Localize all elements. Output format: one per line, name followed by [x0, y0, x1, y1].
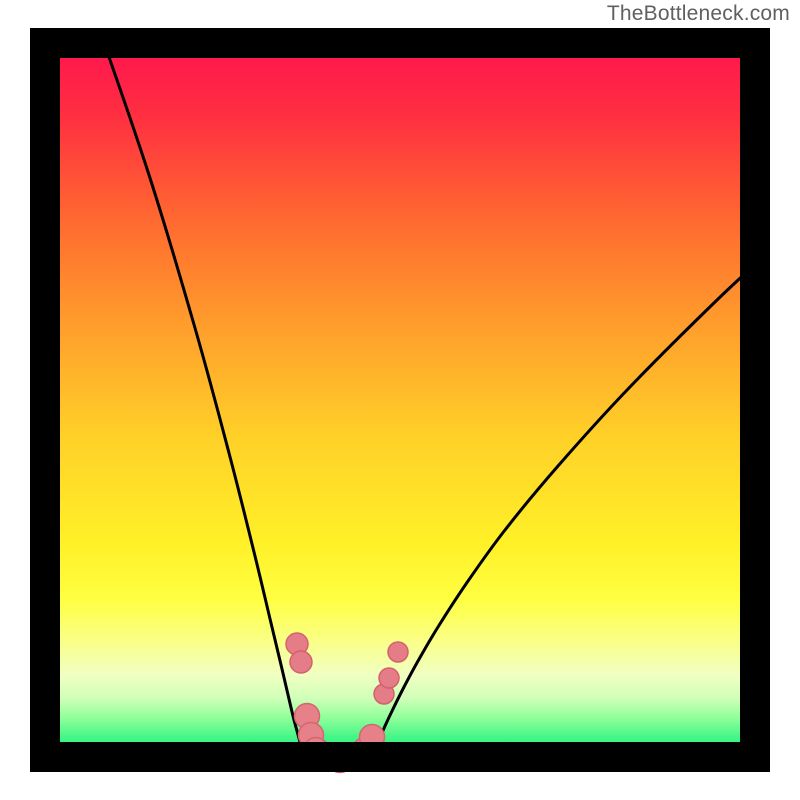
- figure-container: TheBottleneck.com: [0, 0, 800, 800]
- marker-dot: [290, 651, 312, 673]
- marker-dot: [379, 668, 399, 688]
- marker-dot: [388, 642, 408, 662]
- watermark-text: TheBottleneck.com: [607, 2, 790, 26]
- bottleneck-chart-svg: [0, 0, 800, 800]
